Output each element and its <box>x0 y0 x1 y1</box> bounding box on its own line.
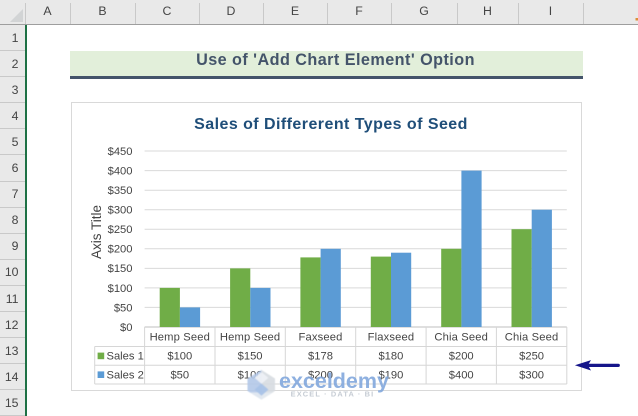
svg-text:Flaxseed: Flaxseed <box>368 331 415 343</box>
svg-text:$400: $400 <box>108 166 133 178</box>
svg-text:$150: $150 <box>108 263 133 275</box>
svg-text:Axis Title: Axis Title <box>89 205 104 259</box>
svg-text:Faxseed: Faxseed <box>299 331 343 343</box>
svg-text:$0: $0 <box>120 322 132 334</box>
svg-text:$150: $150 <box>238 351 263 363</box>
svg-text:$400: $400 <box>449 369 474 381</box>
svg-text:Sales 1: Sales 1 <box>107 351 144 363</box>
svg-text:Chia Seed: Chia Seed <box>434 331 488 343</box>
svg-text:$350: $350 <box>108 185 133 197</box>
svg-text:Sales 2: Sales 2 <box>107 369 144 381</box>
svg-text:EXCEL · DATA · BI: EXCEL · DATA · BI <box>291 389 375 398</box>
svg-text:$450: $450 <box>108 146 133 158</box>
svg-text:Chia Seed: Chia Seed <box>505 331 559 343</box>
svg-text:$200: $200 <box>308 369 333 381</box>
svg-text:$200: $200 <box>449 351 474 363</box>
svg-text:Hemp Seed: Hemp Seed <box>220 331 280 343</box>
svg-text:$50: $50 <box>114 302 133 314</box>
svg-text:$250: $250 <box>519 351 544 363</box>
svg-text:$180: $180 <box>378 351 403 363</box>
svg-text:$50: $50 <box>170 369 189 381</box>
svg-text:$190: $190 <box>378 369 403 381</box>
svg-text:exceldemy: exceldemy <box>279 369 389 393</box>
svg-text:$100: $100 <box>167 351 192 363</box>
svg-text:$250: $250 <box>108 224 133 236</box>
svg-text:$178: $178 <box>308 351 333 363</box>
svg-text:Hemp Seed: Hemp Seed <box>150 331 210 343</box>
svg-text:Sales of Differerent Types of: Sales of Differerent Types of Seed <box>194 116 468 133</box>
svg-text:$200: $200 <box>108 244 133 256</box>
svg-text:$300: $300 <box>519 369 544 381</box>
svg-text:$100: $100 <box>108 283 133 295</box>
svg-text:$300: $300 <box>108 205 133 217</box>
